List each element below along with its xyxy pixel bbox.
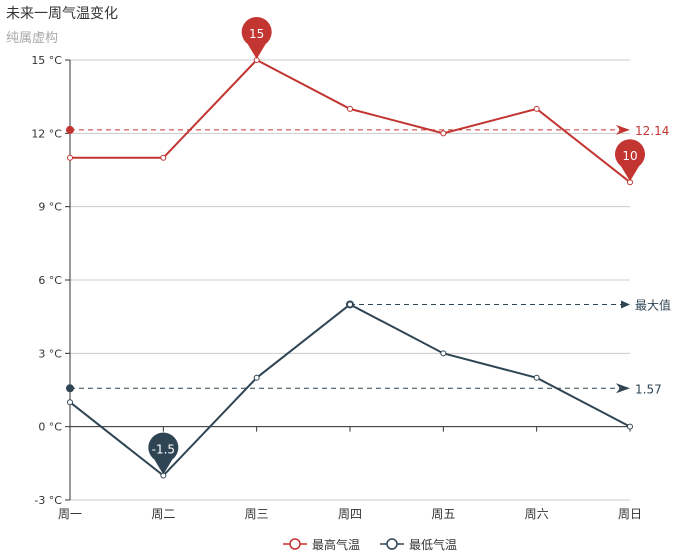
y-tick-label: 9 °C [38, 201, 62, 214]
x-tick-label: 周三 [245, 507, 269, 521]
x-tick-label: 周六 [525, 507, 549, 521]
average-mark-line-label: 1.57 [635, 382, 662, 396]
legend-circle-icon [386, 538, 398, 550]
average-mark-line-label: 12.14 [635, 124, 669, 138]
x-tick-label: 周一 [58, 507, 82, 521]
y-tick-label: -3 °C [34, 494, 62, 507]
x-tick-label: 周四 [338, 507, 362, 521]
mark-point-pin [615, 139, 645, 182]
data-point [67, 154, 73, 161]
legend[interactable]: 最高气温 最低气温 [283, 537, 457, 552]
y-tick-label: 12 °C [31, 127, 62, 140]
y-tick-label: 0 °C [38, 421, 62, 434]
mark-line-arrow [616, 124, 630, 135]
data-point [347, 301, 353, 308]
x-tick-label: 周日 [618, 507, 642, 521]
mark-line-arrow [616, 383, 630, 394]
legend-item[interactable]: 最低气温 [380, 537, 457, 552]
chart-subtitle: 纯属虚构 [6, 31, 59, 46]
data-point [67, 399, 73, 406]
data-point [627, 423, 633, 430]
x-tick-label: 周二 [151, 507, 175, 521]
max-mark-line-arrow [621, 300, 630, 309]
data-point [440, 350, 447, 357]
y-tick-label: 15 °C [31, 54, 62, 67]
mark-point-label: 15 [249, 27, 264, 41]
data-point [347, 105, 353, 112]
legend-item[interactable]: 最高气温 [283, 537, 360, 552]
y-tick-label: 6 °C [38, 274, 62, 287]
grid-lines [70, 59, 630, 501]
series-lines [67, 57, 633, 479]
mark-point-pin [148, 432, 179, 475]
axes: -3 °C 0 °C 3 °C 6 °C 9 °C 12 °C 15 °C 周一 周二 周三 周四 周… [31, 54, 642, 521]
data-point [533, 374, 540, 381]
mark-points: 15 10 -1.5 [148, 16, 645, 475]
mark-point-label: -1.5 [152, 443, 175, 457]
data-point [253, 374, 260, 381]
x-tick-label: 周五 [431, 507, 455, 521]
legend-label: 最低气温 [409, 537, 457, 552]
data-point [160, 154, 167, 161]
series-line [70, 58, 631, 184]
legend-label: 最高气温 [312, 537, 360, 552]
mark-point-label: 10 [622, 149, 637, 163]
mark-lines: 12.14 1.57 最大值 [66, 124, 671, 396]
data-point [533, 105, 540, 112]
legend-circle-icon [289, 538, 301, 550]
max-mark-line-label: 最大值 [635, 297, 671, 312]
chart-title: 未来一周气温变化 [6, 6, 118, 22]
y-tick-label: 3 °C [38, 347, 62, 360]
mark-point-pin [241, 16, 272, 60]
data-point [440, 130, 447, 137]
